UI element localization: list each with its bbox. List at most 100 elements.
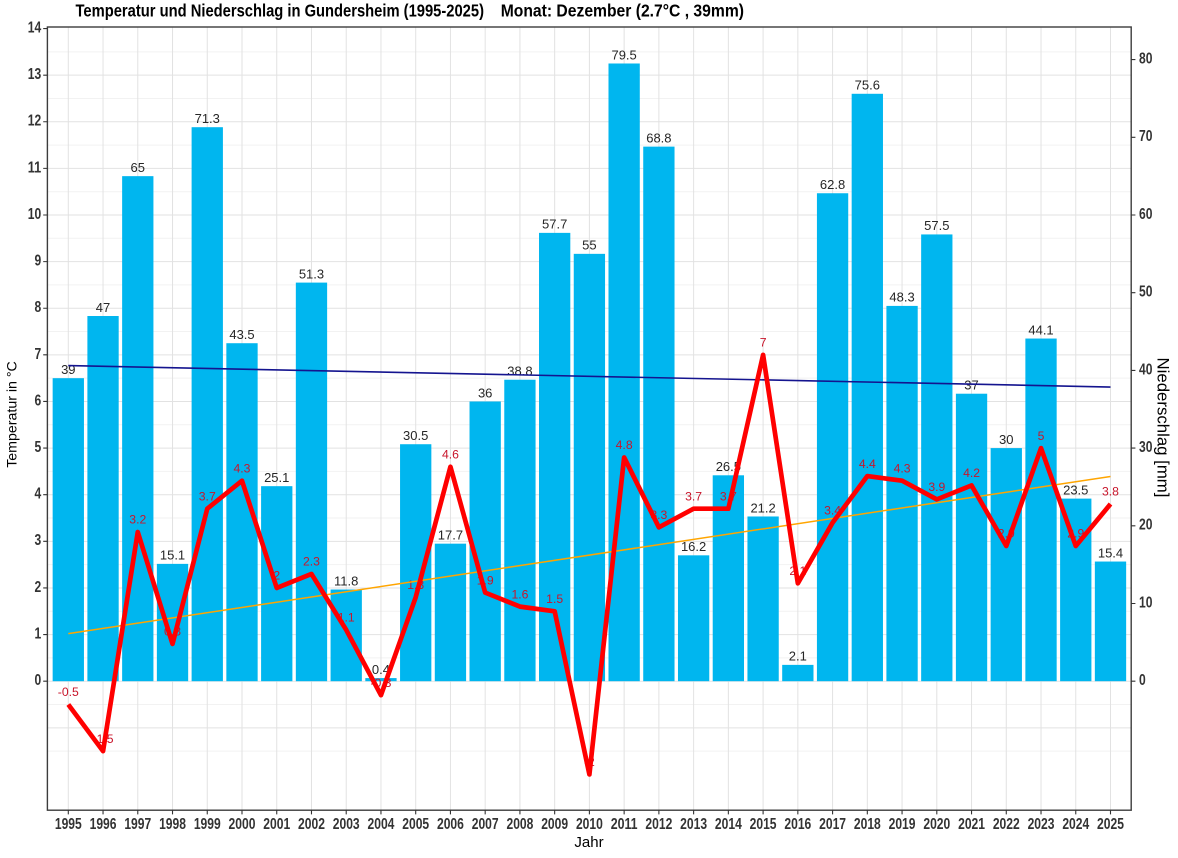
svg-text:2020: 2020 [923,816,950,833]
svg-text:2011: 2011 [611,816,638,833]
svg-text:17.7: 17.7 [438,527,463,542]
svg-text:2: 2 [34,579,41,596]
svg-text:1999: 1999 [194,816,221,833]
svg-text:2015: 2015 [750,816,777,833]
svg-text:65: 65 [131,160,145,175]
svg-text:4.8: 4.8 [616,438,633,452]
svg-text:0: 0 [34,672,41,689]
svg-text:3.2: 3.2 [129,513,146,527]
svg-text:1.5: 1.5 [546,592,563,606]
svg-text:68.8: 68.8 [646,130,671,145]
svg-text:2023: 2023 [1028,816,1055,833]
svg-text:3.7: 3.7 [685,489,702,503]
svg-text:2002: 2002 [298,816,325,833]
svg-text:1997: 1997 [124,816,151,833]
svg-text:-0.5: -0.5 [58,685,79,699]
svg-text:2010: 2010 [576,816,603,833]
svg-text:1996: 1996 [90,816,117,833]
svg-text:80: 80 [1139,51,1152,68]
svg-text:2025: 2025 [1097,816,1124,833]
svg-text:5: 5 [1038,429,1045,443]
svg-text:2012: 2012 [645,816,672,833]
svg-text:1995: 1995 [55,816,82,833]
svg-text:1.6: 1.6 [511,587,528,601]
svg-text:6: 6 [34,392,41,409]
svg-text:4.6: 4.6 [442,447,459,461]
svg-text:21.2: 21.2 [750,500,775,515]
svg-text:40: 40 [1139,361,1152,378]
svg-text:Niederschlag [mm]: Niederschlag [mm] [1154,358,1173,498]
svg-text:0: 0 [1139,672,1146,689]
svg-text:55: 55 [582,238,596,253]
svg-text:2.1: 2.1 [789,649,807,664]
svg-text:38.8: 38.8 [507,364,532,379]
svg-text:7: 7 [34,346,41,363]
svg-text:37: 37 [964,378,978,393]
svg-text:2006: 2006 [437,816,464,833]
svg-text:44.1: 44.1 [1028,322,1053,337]
svg-text:Monat: Dezember (2.7°C , 39mm): Monat: Dezember (2.7°C , 39mm) [501,1,744,21]
svg-text:3: 3 [34,532,41,549]
svg-text:12: 12 [28,113,41,130]
svg-text:13: 13 [28,66,42,83]
svg-text:60: 60 [1139,206,1152,223]
svg-text:50: 50 [1139,284,1152,301]
svg-text:36: 36 [478,385,492,400]
svg-text:11.8: 11.8 [334,573,358,588]
svg-text:8: 8 [34,299,41,316]
svg-text:9: 9 [34,253,41,270]
svg-text:0.4: 0.4 [372,662,390,677]
svg-text:48.3: 48.3 [889,290,914,305]
svg-text:30: 30 [1139,439,1152,456]
svg-text:4.4: 4.4 [859,457,876,471]
svg-text:30.5: 30.5 [403,428,428,443]
svg-text:2: 2 [273,569,280,583]
svg-text:15.1: 15.1 [160,548,185,563]
svg-text:15.4: 15.4 [1098,545,1123,560]
svg-text:2022: 2022 [993,816,1020,833]
svg-text:25.1: 25.1 [264,470,289,485]
svg-text:3.9: 3.9 [928,480,945,494]
svg-text:2018: 2018 [854,816,881,833]
svg-text:20: 20 [1139,517,1152,534]
svg-text:70: 70 [1139,128,1152,145]
svg-text:2019: 2019 [889,816,916,833]
svg-text:4.3: 4.3 [234,461,251,475]
svg-text:3.7: 3.7 [199,489,216,503]
svg-text:2009: 2009 [541,816,568,833]
svg-text:Temperatur und Niederschlag in: Temperatur und Niederschlag in Gundershe… [76,1,485,21]
svg-text:3.8: 3.8 [1102,485,1119,499]
svg-text:2014: 2014 [715,816,742,833]
svg-text:2004: 2004 [368,816,395,833]
svg-text:2017: 2017 [819,816,846,833]
svg-text:4.3: 4.3 [894,461,911,475]
svg-text:1: 1 [34,625,41,642]
svg-text:1998: 1998 [159,816,186,833]
svg-text:4.2: 4.2 [963,466,980,480]
svg-text:14: 14 [28,19,42,36]
svg-text:62.8: 62.8 [820,177,845,192]
svg-text:4: 4 [34,486,41,503]
svg-text:2008: 2008 [506,816,533,833]
svg-text:57.7: 57.7 [542,217,567,232]
svg-text:2024: 2024 [1062,816,1089,833]
svg-text:2007: 2007 [472,816,499,833]
svg-text:2016: 2016 [784,816,811,833]
svg-text:47: 47 [96,300,110,315]
svg-text:23.5: 23.5 [1063,482,1088,497]
svg-text:Jahr: Jahr [574,834,603,851]
svg-text:30: 30 [999,432,1013,447]
svg-text:71.3: 71.3 [195,111,220,126]
svg-text:11: 11 [28,159,42,176]
svg-text:16.2: 16.2 [681,539,706,554]
svg-text:2003: 2003 [333,816,360,833]
svg-text:57.5: 57.5 [924,218,949,233]
svg-text:39: 39 [61,362,75,377]
svg-text:2005: 2005 [402,816,429,833]
svg-text:Temperatur in °C: Temperatur in °C [5,361,21,468]
svg-text:2021: 2021 [958,816,985,833]
svg-text:43.5: 43.5 [229,327,254,342]
svg-text:2013: 2013 [680,816,707,833]
svg-text:51.3: 51.3 [299,266,324,281]
svg-text:79.5: 79.5 [611,47,636,62]
